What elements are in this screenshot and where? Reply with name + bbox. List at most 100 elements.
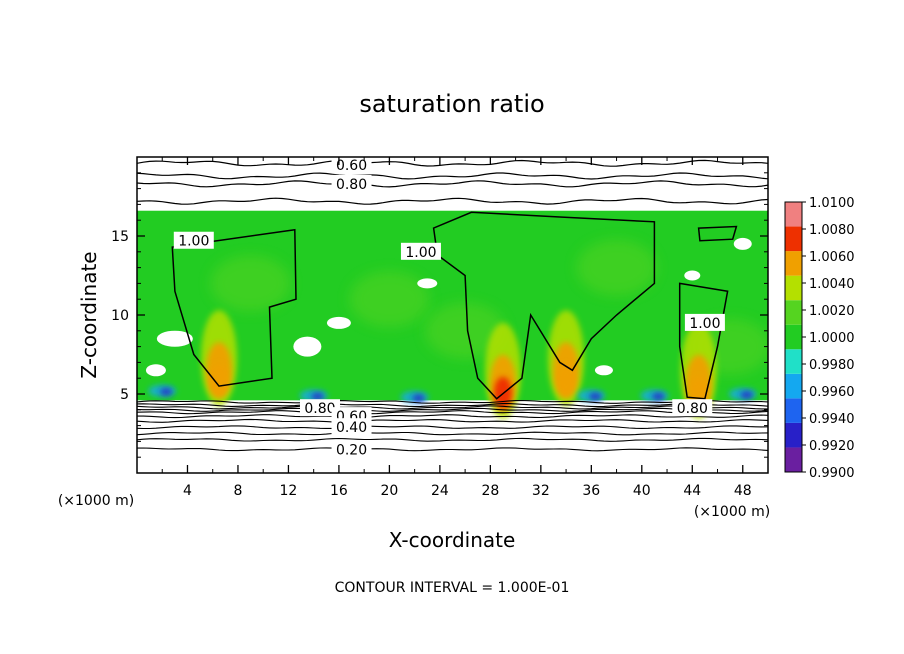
contour-line [137,425,768,430]
field-gap [326,316,351,329]
contour-line [137,414,768,419]
field-gap [417,278,438,289]
svg-text:0.80: 0.80 [304,401,335,417]
x-unit-right: (×1000 m) [694,504,770,520]
x-tick-label: 20 [380,483,398,499]
colorbar-label: 0.9920 [809,439,855,454]
colorbar-label: 1.0080 [809,223,855,238]
colorbar-swatch [785,349,802,374]
field-gap [156,330,193,347]
colorbar-swatch [785,275,802,301]
contour-label: 1.00 [173,231,214,250]
x-tick-label: 12 [280,483,298,499]
contour-line [137,180,768,188]
colorbar-label: 0.9980 [809,358,855,373]
contour-label: 0.80 [299,399,340,417]
contour-line [137,403,768,408]
colorbar-label: 1.0040 [809,277,855,292]
x-unit-left: (×1000 m) [58,493,134,509]
updraft-plume [548,310,585,407]
plot-area: 0.600.801.001.001.000.80 0.600.400.200.80 [137,157,768,458]
x-tick-label: 24 [431,483,449,499]
field-gap [293,336,322,357]
field-patch [425,302,506,359]
colorbar-label: 1.0000 [809,331,855,346]
colorbar-swatch [785,422,802,448]
contour-label: 0.80 [331,174,372,193]
contour-label: 0.20 [331,440,372,458]
contour-interval-note: CONTOUR INTERVAL = 1.000E-01 [335,580,570,596]
contour-line [137,418,768,423]
x-axis-ticks: 4 8 12 16 20 24 28 32 36 40 44 48 [161,157,752,499]
x-tick-label: 36 [582,483,600,499]
x-tick-label: 40 [633,483,651,499]
contour-line [137,172,768,180]
field-fringe [412,394,425,403]
colorbar-label: 1.0020 [809,304,855,319]
x-tick-label: 32 [532,483,550,499]
colorbar-swatch [785,300,802,325]
svg-text:0.40: 0.40 [336,420,367,436]
updraft-plume [201,310,238,407]
y-axis-ticks: 5 10 15 [111,172,768,458]
contour-line [171,228,297,387]
contour-line [432,211,656,400]
svg-text:1.00: 1.00 [405,245,436,261]
colorbar-label: 1.0100 [809,196,855,211]
colorbar-swatch [785,373,802,399]
contour-label: 0.80 [672,399,713,417]
svg-text:1.00: 1.00 [178,234,209,250]
y-tick-label: 5 [120,387,129,403]
contour-line [137,159,768,167]
colorbar-swatch [785,447,802,472]
y-tick-label: 10 [111,308,129,324]
x-tick-label: 4 [183,483,192,499]
contour-line [697,225,738,242]
field-fringe [740,391,753,399]
x-tick-label: 8 [233,483,242,499]
colorbar-swatch [785,324,802,350]
contour-line [137,407,768,412]
y-axis-label: Z-coordinate [77,251,101,378]
colorbar-label: 1.0060 [809,250,855,265]
y-tick-label: 15 [111,229,129,245]
colorbar-label: 0.9900 [809,466,855,481]
svg-text:0.60: 0.60 [336,158,367,174]
colorbar-label: 0.9960 [809,385,855,400]
colorbar: 1.0100 1.0080 1.0060 1.0040 1.0020 1.0000 0.99… [784,196,855,481]
field-gap [145,364,166,377]
colorbar-swatch [785,398,802,423]
field-fringe [652,392,665,401]
svg-text:1.00: 1.00 [689,316,720,332]
contour-line [678,282,729,400]
colorbar-swatch [785,251,802,276]
field-fringe [160,387,173,396]
field-patch [210,255,291,312]
field-gap [733,237,752,250]
field-gap [684,270,701,281]
x-axis-label: X-coordinate [389,528,516,552]
saturation-field [137,210,768,419]
field-fringe [311,392,324,401]
contour-lines [137,159,768,452]
contour-label: 1.00 [684,313,725,332]
contour-line [137,410,768,415]
colorbar-swatch [785,226,802,252]
x-tick-label: 44 [683,483,701,499]
colorbar-label: 0.9940 [809,412,855,427]
svg-text:0.80: 0.80 [336,177,367,193]
field-fringe [589,392,602,401]
svg-text:0.80: 0.80 [677,401,708,417]
field-gap [594,365,613,376]
x-tick-label: 48 [734,483,752,499]
x-tick-label: 16 [330,483,348,499]
contour-line [137,437,768,442]
contour-labels: 0.600.801.001.001.000.80 0.600.400.200.80 [173,157,725,458]
contour-label: 0.40 [331,418,372,436]
field-patch [349,271,430,328]
contour-label: 1.00 [400,242,441,261]
contour-line [137,447,768,452]
colorbar-swatch [785,202,802,227]
contour-line [137,197,768,205]
